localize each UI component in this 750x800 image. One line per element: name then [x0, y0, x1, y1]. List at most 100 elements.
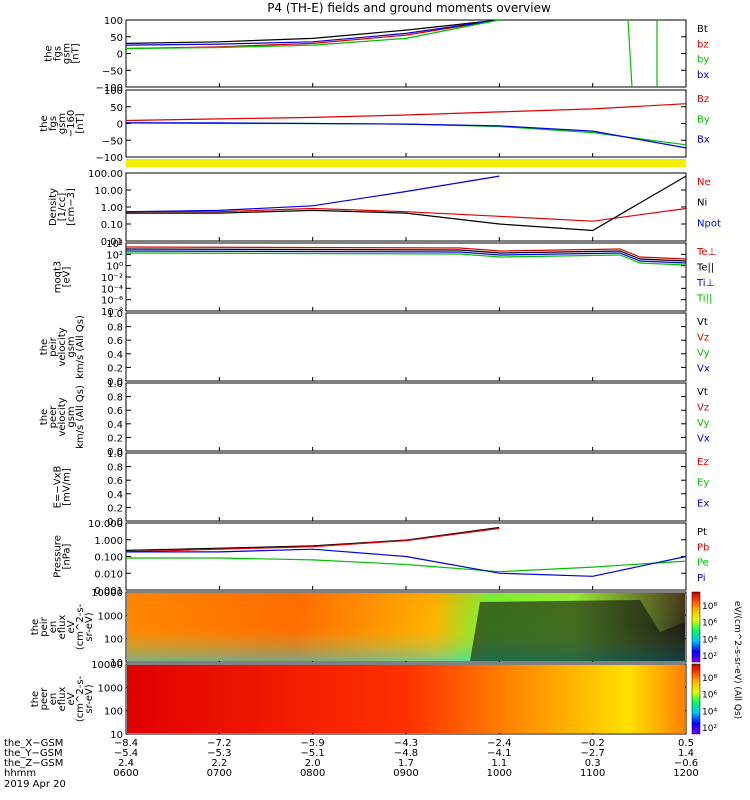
y-tick-label: 0.0: [107, 447, 123, 458]
y-axis-label-line: peir: [48, 336, 59, 356]
legend-entry: Vz: [697, 333, 709, 344]
x-axis-row-label: the_Y−GSM: [4, 748, 63, 759]
x-axis-value: 2.2: [211, 758, 227, 769]
x-axis-value: 2.4: [118, 758, 134, 769]
y-tick-label: 0.2: [107, 363, 123, 374]
legend-entry: Bt: [697, 24, 708, 35]
y-tick-label: 10⁻²: [101, 273, 123, 284]
y-axis-label-line: gsm: [66, 336, 77, 357]
x-axis-value: 0.3: [585, 758, 601, 769]
y-axis-label-line: sr-eV): [84, 612, 95, 641]
y-tick-label: 0.2: [107, 503, 123, 514]
y-tick-label: 10: [110, 658, 123, 669]
y-tick-label: 0.010: [94, 569, 123, 580]
y-tick-label: 100: [104, 16, 123, 27]
y-axis-label-line: [mV/m]: [62, 468, 73, 506]
legend-entry: Te||: [696, 263, 714, 274]
y-axis-label-line: en: [48, 621, 59, 634]
y-axis-label-line: eV: [66, 620, 77, 633]
x-axis-value: −5.4: [114, 748, 138, 759]
legend-entry: Pt: [697, 527, 707, 538]
series-line-npot: [125, 175, 500, 213]
y-axis-label-line: [1/cc]: [57, 193, 68, 222]
legend-entry: Pi: [697, 573, 706, 584]
colorbar-label: eV/(cm^2-s-sr-eV) (All Qs): [732, 601, 742, 719]
y-tick-label: 0.4: [107, 490, 123, 501]
y-tick-label: 1.0: [107, 449, 123, 460]
x-axis-value: −0.2: [581, 738, 605, 749]
y-axis-label-line: peer: [48, 405, 59, 429]
y-axis-label-line: gsm: [62, 43, 73, 64]
series-line-pt: [125, 526, 500, 551]
y-tick-label: 10⁻⁶: [101, 296, 123, 307]
legend-entry: Ni: [697, 198, 707, 209]
y-axis-label-line: [nT]: [75, 113, 86, 133]
panel-frame: [125, 172, 687, 242]
y-tick-label: −100: [96, 83, 123, 94]
y-axis-label-line: peer: [39, 687, 50, 711]
legend-entry: bx: [697, 70, 709, 81]
y-axis-label-line: [nT]: [71, 43, 82, 63]
y-tick-label: 10000: [91, 660, 123, 671]
y-axis-label-line: Density: [48, 188, 59, 226]
x-axis-value: −5.3: [207, 748, 231, 759]
y-tick-label: 1.0: [107, 379, 123, 390]
colorbar: [691, 663, 701, 735]
y-axis-label-line: velocity: [57, 397, 68, 436]
y-axis-label-line: E=−VxB: [53, 466, 64, 509]
x-axis-value: 1.1: [491, 758, 507, 769]
y-tick-label: 10.000: [88, 519, 123, 530]
x-axis-row-label: hhmm: [4, 768, 36, 779]
legend-entry: Te⊥: [696, 247, 716, 258]
y-axis-label-line: velocity: [57, 327, 68, 366]
y-tick-label: 10⁻⁸: [101, 307, 123, 318]
series-line-bx: [125, 19, 500, 46]
y-tick-label: 0.4: [107, 420, 123, 431]
colorbar-tick-label: 10²: [702, 724, 717, 734]
colorbar-tick-label: 10²: [702, 652, 717, 662]
x-axis-value: 0600: [113, 768, 138, 779]
legend-entry: Vx: [697, 434, 710, 445]
x-axis-row-label: the_X−GSM: [4, 738, 63, 749]
series-line-bt: [125, 19, 500, 44]
y-tick-label: 100.00: [88, 169, 123, 180]
x-axis-value: −8.4: [114, 738, 138, 749]
series-line-by: [125, 122, 687, 146]
y-tick-label: 100: [104, 635, 123, 646]
y-axis-label-line: (cm^2-s-: [75, 603, 86, 650]
x-axis-value: 1200: [673, 768, 698, 779]
legend-entry: Vy: [697, 418, 710, 429]
y-axis-label-line: the: [39, 339, 50, 355]
colorbar-tick-label: 10⁶: [702, 691, 717, 701]
legend-entry: Vx: [697, 364, 710, 375]
legend-entry: Ti⊥: [696, 278, 714, 289]
y-axis-label-line: km/s (All Qs): [75, 385, 86, 449]
y-tick-label: 0.8: [107, 463, 123, 474]
y-axis-label-line: eflux: [57, 687, 68, 712]
y-axis-label: E=−VxB[mV/m]: [53, 466, 73, 509]
y-tick-label: 0.4: [107, 350, 123, 361]
series-line-pb: [125, 527, 500, 553]
colorbar-label-text: eV/(cm^2-s-sr-eV) (All Qs): [732, 601, 742, 719]
colorbar-tick-label: 10⁸: [702, 602, 717, 612]
y-axis-label-line: [eV]: [62, 267, 73, 288]
legend-entry: Ti||: [696, 294, 712, 305]
legend-entry: Ez: [697, 457, 709, 468]
legend-entry: Vy: [697, 348, 710, 359]
y-tick-label: 10⁻⁴: [101, 284, 123, 295]
y-axis-label-line: gsm: [66, 406, 77, 427]
x-axis-value: −4.3: [394, 738, 418, 749]
x-axis-value: 0800: [300, 768, 325, 779]
series-spike: [627, 19, 633, 88]
colorbar-tick-label: 10⁴: [702, 707, 717, 717]
y-axis-label-line: [cm−3]: [66, 188, 77, 226]
x-axis-value: −4.8: [394, 748, 418, 759]
legend-entry: By: [697, 114, 710, 125]
y-tick-label: −50: [102, 136, 123, 147]
y-tick-label: 0.01: [101, 237, 123, 248]
y-axis-label-line: Pressure: [53, 535, 64, 578]
colorbar-tick-label: 10⁸: [702, 674, 717, 684]
